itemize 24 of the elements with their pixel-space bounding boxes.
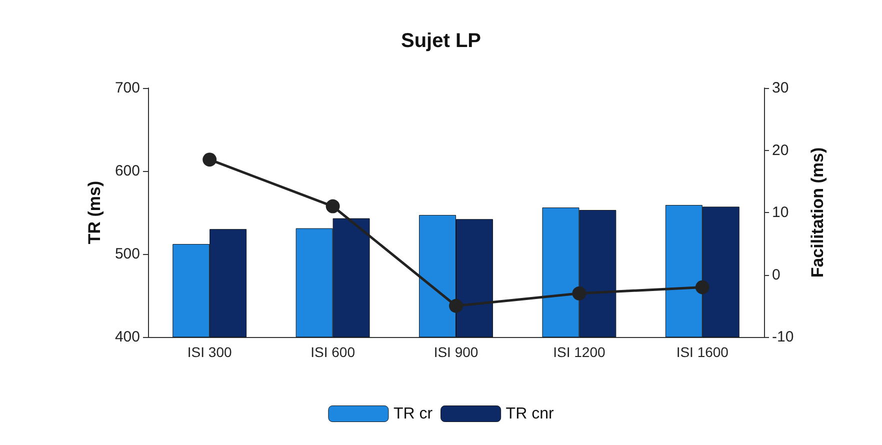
y2-axis-title: Facilitation (ms) (808, 147, 827, 278)
y2-tick-label: -10 (772, 328, 794, 346)
y2-tick-label: 30 (772, 80, 789, 96)
y-tick-label: 500 (114, 246, 140, 262)
point (695, 280, 710, 294)
y2-tick-label: 0 (772, 266, 780, 284)
y-tick-label: 700 (114, 80, 140, 96)
y2-tick-label: 20 (772, 142, 789, 159)
point (449, 298, 463, 313)
legend-label: TR cnr (506, 405, 554, 422)
x-tick-label: ISI 900 (434, 344, 478, 360)
x-tick-label: ISI 600 (310, 344, 356, 360)
y-tick-label: 600 (114, 162, 140, 180)
y2-tick-label: 10 (772, 204, 789, 221)
x-tick-label: ISI 1600 (676, 344, 729, 360)
point (326, 199, 340, 214)
x-tick-label: ISI 300 (187, 344, 232, 360)
chart-title: Sujet LP (400, 30, 482, 52)
y-tick-label: 400 (114, 328, 140, 346)
point (202, 152, 217, 167)
point (572, 286, 586, 300)
legend-label: TR cr (393, 405, 434, 422)
x-tick-label: ISI 1200 (553, 344, 606, 360)
y-axis-title: TR (ms) (85, 180, 104, 244)
